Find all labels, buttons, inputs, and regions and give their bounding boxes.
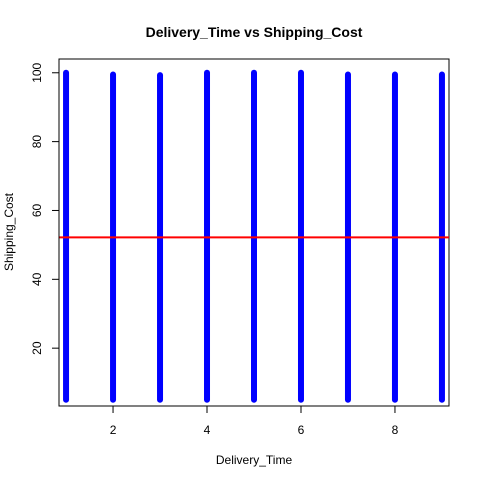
y-tick-label: 80 (30, 135, 44, 149)
y-tick-label: 100 (30, 62, 44, 82)
x-tick-label: 4 (204, 423, 211, 437)
x-tick-label: 8 (392, 423, 399, 437)
x-axis-label: Delivery_Time (216, 453, 293, 467)
chart-title: Delivery_Time vs Shipping_Cost (146, 24, 363, 40)
y-tick-label: 20 (30, 341, 44, 355)
y-axis-label: Shipping_Cost (2, 192, 16, 271)
x-tick-label: 6 (298, 423, 305, 437)
data-points (63, 69, 445, 403)
y-axis: 20 40 60 80 100 (30, 62, 60, 355)
x-axis: 2 4 6 8 (110, 405, 399, 437)
x-tick-label: 2 (110, 423, 117, 437)
y-tick-label: 40 (30, 272, 44, 286)
y-tick-label: 60 (30, 203, 44, 217)
